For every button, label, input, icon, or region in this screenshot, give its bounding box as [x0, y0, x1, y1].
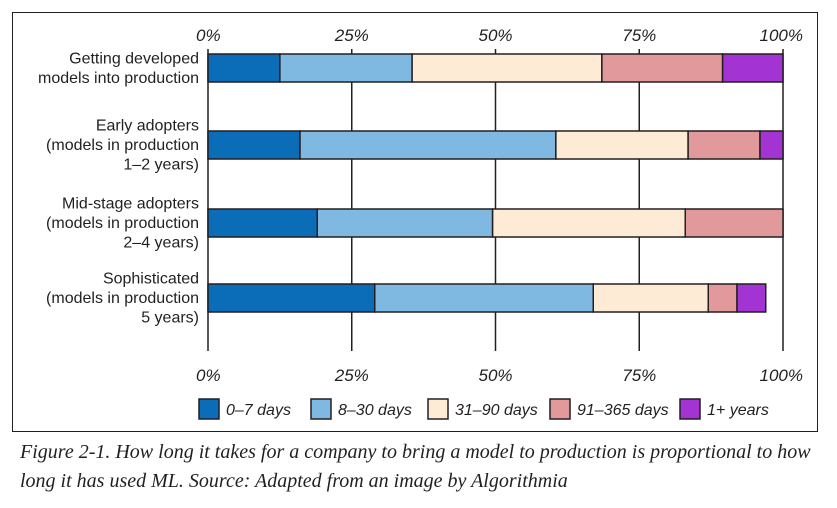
top-tick-label: 75% [622, 26, 656, 45]
top-tick-label: 50% [478, 26, 512, 45]
category-label: Getting developed [69, 50, 199, 67]
category-label: 5 years) [141, 310, 199, 327]
legend-label: 1+ years [707, 402, 769, 419]
category-label: (models in production [46, 137, 199, 154]
bar-segment [207, 208, 318, 238]
legend-swatch [310, 398, 332, 420]
bar-segment [374, 283, 594, 313]
legend-label: 8–30 days [338, 402, 412, 419]
category-label: (models in production [46, 215, 199, 232]
bar-segment [707, 283, 738, 313]
bar-segment [684, 208, 784, 238]
legend-swatch [679, 398, 701, 420]
bottom-tick-label: 100% [760, 366, 803, 385]
category-label: Mid-stage adopters [62, 196, 199, 213]
figure-frame: 0% 25% 50% 75% 100% 0% 25% 50% 75% 100% Getting … [12, 12, 818, 432]
category-label: Sophisticated [103, 271, 199, 288]
bottom-tick-label: 0% [196, 366, 221, 385]
bar-segment [316, 208, 494, 238]
bar-segment [207, 283, 376, 313]
bar-segment [207, 130, 301, 160]
bar-segment [299, 130, 557, 160]
legend-swatch [549, 398, 571, 420]
legend-label: 0–7 days [226, 402, 291, 419]
bar-segment [601, 53, 724, 83]
bar-segment [555, 130, 689, 160]
legend-label: 91–365 days [577, 402, 669, 419]
top-tick-label: 0% [196, 26, 221, 45]
top-tick-label: 100% [760, 26, 803, 45]
bars [207, 53, 784, 313]
bottom-tick-label: 25% [334, 366, 369, 385]
category-label: models into production [38, 70, 199, 87]
category-label: 2–4 years) [123, 235, 199, 252]
legend-label: 31–90 days [455, 402, 538, 419]
bar-segment [207, 53, 281, 83]
stacked-bar-chart: 0% 25% 50% 75% 100% 0% 25% 50% 75% 100% Getting … [38, 26, 803, 420]
category-labels: Getting developed models into production E… [38, 50, 199, 326]
bar-segment [491, 208, 686, 238]
top-tick-label: 25% [334, 26, 369, 45]
figure-caption: Figure 2-1. How long it takes for a comp… [20, 441, 811, 492]
legend: 0–7 days 8–30 days 31–90 days 91–365 days 1+… [198, 398, 769, 420]
bar-segment [759, 130, 784, 160]
category-label: (models in production [46, 290, 199, 307]
category-label: 1–2 years) [123, 157, 199, 174]
bar-segment [721, 53, 784, 83]
bottom-axis-ticks: 0% 25% 50% 75% 100% [196, 366, 803, 385]
bar-segment [411, 53, 603, 83]
legend-swatch [427, 398, 449, 420]
bottom-tick-label: 50% [478, 366, 512, 385]
bar-segment [279, 53, 413, 83]
bar-segment [736, 283, 767, 313]
top-axis-ticks: 0% 25% 50% 75% 100% [196, 26, 803, 45]
bar-segment [592, 283, 709, 313]
category-label: Early adopters [96, 118, 199, 135]
bar-segment [687, 130, 761, 160]
bottom-tick-label: 75% [622, 366, 656, 385]
legend-swatch [198, 398, 220, 420]
